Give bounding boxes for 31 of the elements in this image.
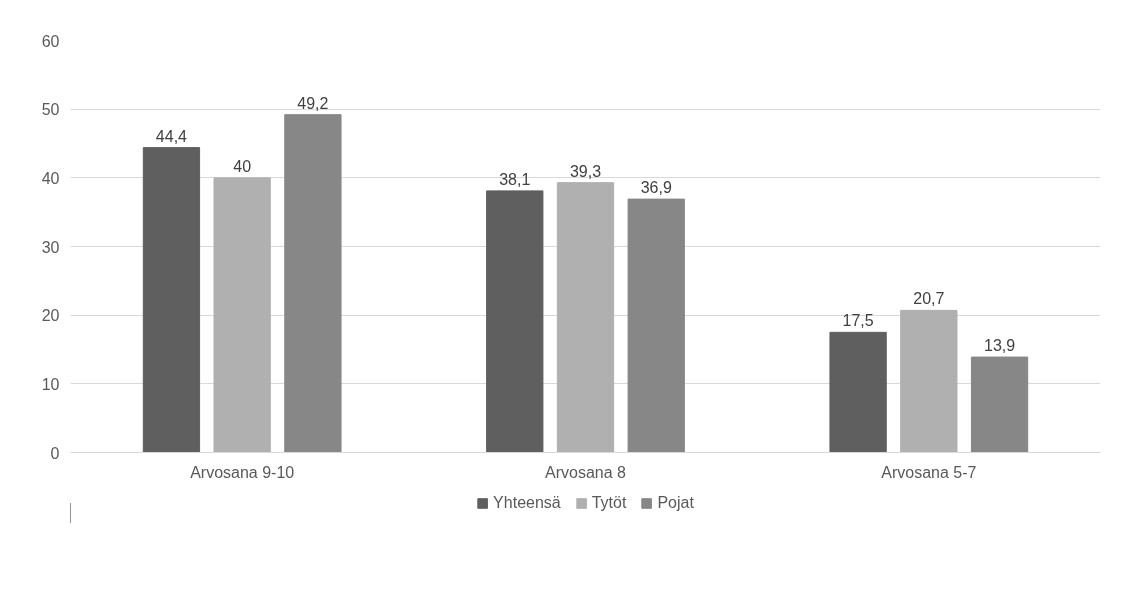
data-label: 40 (233, 157, 252, 175)
y-tick-label: 20 (41, 307, 60, 325)
bar (213, 177, 271, 453)
y-tick-label: 60 (41, 32, 60, 50)
bar (556, 182, 615, 453)
legend-label: Yhteensä (493, 494, 561, 512)
y-tick-label: 10 (41, 375, 60, 393)
bar (829, 331, 887, 453)
legend-label: Pojat (657, 494, 694, 512)
bar (284, 114, 342, 453)
bar (900, 309, 958, 453)
data-label: 20,7 (913, 290, 945, 308)
bar (142, 147, 201, 453)
data-label: 39,3 (569, 162, 602, 180)
data-label: 38,1 (499, 170, 531, 188)
x-tick-label: Arvosana 9-10 (190, 463, 295, 481)
data-label: 17,5 (842, 312, 874, 330)
bar (970, 356, 1029, 453)
x-tick-label: Arvosana 8 (545, 463, 627, 481)
data-label: 44,4 (155, 127, 188, 145)
y-tick-label: 0 (50, 444, 60, 462)
data-label: 13,9 (983, 337, 1016, 355)
bar (627, 198, 685, 453)
y-tick-label: 40 (41, 169, 60, 187)
x-tick-label: Arvosana 5-7 (881, 463, 977, 481)
y-tick-label: 30 (41, 238, 60, 256)
y-tick-label: 50 (41, 101, 60, 119)
data-label: 49,2 (297, 94, 329, 112)
legend-label: Tytöt (591, 494, 627, 512)
bar (486, 190, 544, 453)
data-label: 36,9 (640, 179, 672, 197)
